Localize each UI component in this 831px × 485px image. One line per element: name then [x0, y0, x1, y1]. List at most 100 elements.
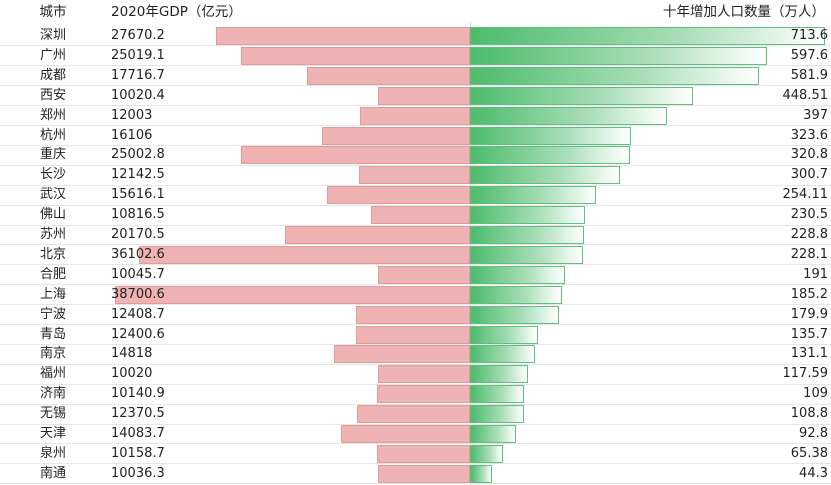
- row-divider: [0, 423, 831, 425]
- gdp-column-header: 2020年GDP（亿元）: [111, 4, 242, 20]
- gdp-bar: [340, 425, 470, 443]
- population-value-label: 300.7: [790, 167, 828, 183]
- population-bar: [470, 86, 694, 105]
- population-value-label: 109: [803, 386, 828, 402]
- gdp-value-label: 25019.1: [111, 47, 165, 63]
- population-value-label: 581.9: [790, 67, 828, 83]
- gdp-value-label: 10045.7: [111, 266, 165, 282]
- gdp-value-label: 36102.6: [111, 246, 165, 262]
- gdp-bar: [334, 345, 470, 364]
- population-value-label: 397: [803, 107, 828, 123]
- city-label: 重庆: [39, 147, 66, 163]
- row-divider: [0, 45, 831, 47]
- gdp-value-label: 25002.8: [111, 147, 165, 163]
- city-label: 西安: [39, 87, 66, 103]
- gdp-value-label: 38700.6: [111, 286, 165, 302]
- gdp-value-label: 10158.7: [111, 445, 165, 461]
- population-bar: [470, 385, 525, 404]
- population-value-label: 228.8: [790, 227, 828, 242]
- population-value-label: 323.6: [790, 127, 828, 143]
- city-column-header: 城市: [39, 4, 67, 20]
- population-bar: [470, 305, 560, 324]
- row-divider: [0, 324, 831, 325]
- population-bar: [470, 106, 668, 125]
- gdp-bar: [284, 226, 470, 244]
- population-value-label: 228.1: [790, 246, 828, 262]
- row-divider: [0, 125, 831, 126]
- city-label: 南京: [39, 346, 66, 362]
- population-bar: [470, 365, 529, 384]
- row-divider: [0, 304, 831, 306]
- gdp-bar: [376, 444, 470, 463]
- population-bar: [470, 46, 768, 65]
- gdp-bar: [326, 186, 470, 205]
- row-divider: [0, 164, 831, 166]
- population-bar: [470, 126, 631, 145]
- city-label: 南通: [39, 465, 66, 481]
- city-label: 北京: [39, 246, 66, 262]
- row-divider: [0, 204, 831, 206]
- population-bar: [470, 464, 493, 483]
- row-divider: [0, 463, 831, 465]
- population-value-label: 230.5: [790, 207, 828, 223]
- row-divider: [0, 244, 831, 246]
- row-divider: [0, 343, 831, 345]
- row-divider: [0, 383, 831, 385]
- city-label: 武汉: [39, 187, 66, 203]
- gdp-value-label: 10140.9: [111, 386, 165, 402]
- gdp-value-label: 27670.2: [111, 28, 165, 43]
- population-bar: [470, 206, 585, 225]
- gdp-bar: [370, 206, 470, 225]
- gdp-value-label: 12370.5: [111, 406, 165, 422]
- population-value-label: 44.3: [799, 465, 828, 481]
- gdp-value-label: 10816.5: [111, 207, 165, 223]
- row-divider: [0, 65, 831, 67]
- city-label: 合肥: [39, 266, 66, 282]
- city-label: 成都: [39, 67, 66, 83]
- population-value-label: 92.8: [799, 426, 828, 441]
- city-label: 广州: [39, 47, 66, 63]
- population-bar: [470, 245, 584, 264]
- population-value-label: 713.6: [790, 28, 828, 43]
- population-value-label: 179.9: [790, 306, 828, 322]
- gdp-bar: [378, 365, 470, 384]
- gdp-value-label: 15616.1: [111, 187, 165, 203]
- row-divider: [0, 443, 831, 445]
- population-value-label: 131.1: [790, 346, 828, 362]
- population-value-label: 597.6: [790, 47, 828, 63]
- gdp-bar: [115, 285, 470, 304]
- population-bar: [470, 166, 620, 185]
- population-value-label: 254.11: [782, 187, 829, 203]
- population-bar: [470, 66, 760, 85]
- population-value-label: 135.7: [790, 326, 828, 342]
- gdp-bar: [376, 385, 470, 404]
- population-bar: [470, 146, 630, 165]
- gdp-value-label: 12142.5: [111, 167, 165, 183]
- gdp-value-label: 10020.4: [111, 87, 165, 103]
- city-label: 泉州: [39, 445, 66, 461]
- population-value-label: 448.51: [782, 87, 829, 103]
- gdp-value-label: 10020: [111, 366, 153, 382]
- gdp-bar: [322, 126, 470, 145]
- city-label: 无锡: [39, 406, 66, 422]
- population-bar: [470, 265, 566, 284]
- gdp-bar: [356, 305, 470, 324]
- population-value-label: 185.2: [790, 286, 828, 302]
- row-divider: [0, 144, 831, 146]
- population-value-label: 108.8: [790, 406, 828, 422]
- gdp-bar: [377, 265, 470, 284]
- gdp-bar: [359, 106, 470, 125]
- row-divider: [0, 403, 831, 405]
- gdp-bar: [307, 66, 470, 85]
- gdp-value-label: 20170.5: [111, 227, 165, 242]
- row-divider: [0, 363, 831, 365]
- gdp-bar: [358, 166, 470, 185]
- gdp-value-label: 14083.7: [111, 426, 165, 441]
- city-label: 郑州: [39, 107, 66, 123]
- city-label: 济南: [39, 386, 66, 402]
- gdp-value-label: 10036.3: [111, 465, 165, 481]
- population-value-label: 65.38: [790, 445, 828, 461]
- gdp-bar: [216, 27, 470, 45]
- gdp-value-label: 12400.6: [111, 326, 165, 342]
